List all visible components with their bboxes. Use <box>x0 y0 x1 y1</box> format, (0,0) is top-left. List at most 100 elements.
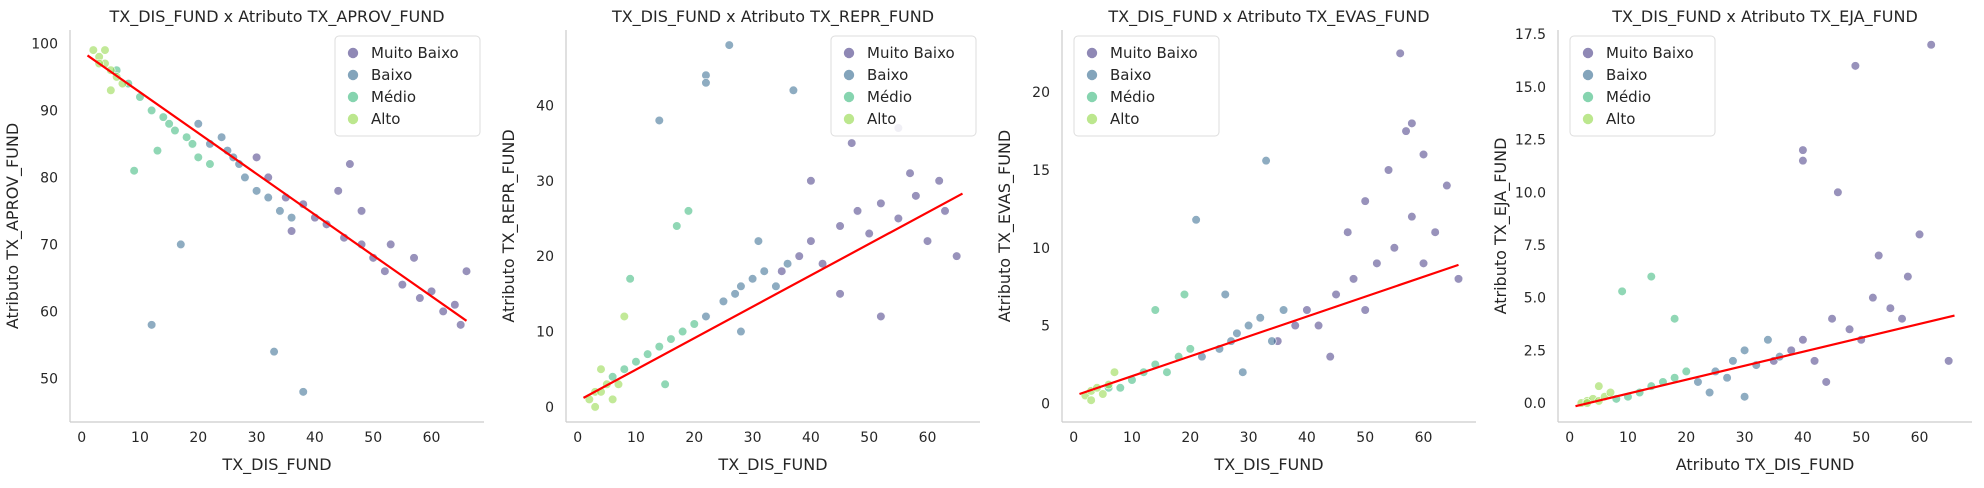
scatter-point <box>1278 305 1289 315</box>
scatter-point <box>654 342 664 352</box>
legend-marker <box>1582 47 1594 59</box>
scatter-point <box>269 347 279 357</box>
scatter-point <box>701 311 711 322</box>
scatter-point <box>1430 227 1440 237</box>
scatter-point <box>217 132 227 142</box>
scatter-point <box>864 228 874 239</box>
legend-marker <box>347 47 359 59</box>
scatter-point <box>1739 345 1750 355</box>
regression-line <box>582 192 964 399</box>
x-tick-label: 40 <box>1794 430 1812 446</box>
scatter-point <box>1763 335 1773 345</box>
scatter-point <box>666 334 676 344</box>
scatter-point <box>596 364 606 374</box>
x-tick-label: 50 <box>860 430 878 446</box>
legend-label: Alto <box>371 110 401 128</box>
y-tick-label: 0 <box>1041 396 1050 412</box>
y-tick-label: 0 <box>545 400 554 416</box>
scatter-point <box>1874 250 1884 261</box>
scatter-point <box>753 236 764 246</box>
regression-line <box>86 54 468 322</box>
scatter-point <box>1360 196 1370 206</box>
y-tick-label: 20 <box>536 249 554 265</box>
x-tick-label: 40 <box>802 430 820 446</box>
x-tick-label: 10 <box>627 430 645 446</box>
x-tick-label: 20 <box>685 430 703 446</box>
scatter-point <box>286 226 297 236</box>
scatter-point <box>672 221 682 231</box>
scatter-point <box>1086 395 1096 405</box>
scatter-point <box>1605 387 1616 398</box>
y-tick-label: 5 <box>1041 319 1050 335</box>
scatter-point <box>835 221 845 231</box>
scatter-point <box>333 186 343 196</box>
legend-box <box>830 35 977 137</box>
x-tick-label: 30 <box>248 430 266 446</box>
scatter-point <box>1325 352 1335 362</box>
scatter-point <box>922 236 933 246</box>
scatter-point <box>1798 145 1808 155</box>
scatter-point <box>1418 149 1429 160</box>
chart-title: TX_DIS_FUND x Atributo TX_APROV_FUND <box>108 7 444 27</box>
scatter-point <box>438 306 448 317</box>
y-tick-label: 70 <box>40 237 58 253</box>
x-tick-label: 10 <box>131 430 149 446</box>
scatter-point <box>158 112 168 122</box>
legend-box <box>1073 35 1220 137</box>
scatter-point <box>701 78 711 88</box>
scatter-point <box>1343 227 1353 237</box>
scatter-point <box>1594 381 1604 391</box>
scatter-point <box>1383 165 1394 175</box>
y-tick-label: 0.0 <box>1524 396 1546 412</box>
scatter-point <box>643 349 653 359</box>
scatter-point <box>1705 387 1715 398</box>
scatter-point <box>660 379 670 389</box>
x-tick-label: 60 <box>423 430 441 446</box>
scatter-point <box>905 168 915 178</box>
y-tick-label: 40 <box>536 98 554 114</box>
legend: Muito Baixo Baixo Médio Alto <box>334 35 481 137</box>
legend: Muito Baixo Baixo Médio Alto <box>830 35 977 137</box>
scatter-point <box>893 213 903 224</box>
chart-title: TX_DIS_FUND x Atributo TX_EJA_FUND <box>1611 7 1918 27</box>
scatter-point <box>689 319 699 329</box>
scatter-point <box>187 139 198 149</box>
scatter-point <box>1238 367 1248 377</box>
x-tick-label: 0 <box>1069 430 1078 446</box>
scatter-point <box>147 320 157 330</box>
scatter-point <box>1693 377 1703 387</box>
scatter-point <box>806 176 816 186</box>
scatter-point <box>450 300 460 310</box>
scatter-point <box>251 186 262 196</box>
x-tick-label: 0 <box>1565 430 1574 446</box>
scatter-point <box>911 191 921 201</box>
legend-marker <box>347 91 359 103</box>
x-axis-label: TX_DIS_FUND <box>221 455 331 475</box>
scatter-point <box>164 119 174 129</box>
y-tick-label: 12.5 <box>1515 133 1546 149</box>
scatter-point <box>1914 229 1925 240</box>
scatter-point <box>1833 187 1843 197</box>
scatter-point <box>654 115 664 126</box>
scatter-point <box>1850 61 1860 71</box>
legend-marker <box>843 69 855 81</box>
y-tick-label: 10.0 <box>1515 185 1546 201</box>
scatter-point <box>1821 377 1831 387</box>
scatter-point <box>736 281 746 291</box>
scatter-point <box>1798 335 1808 345</box>
x-tick-label: 60 <box>919 430 937 446</box>
x-tick-label: 0 <box>77 430 86 446</box>
scatter-point <box>782 259 793 269</box>
scatter-point <box>1617 286 1627 296</box>
scatter-point <box>1739 392 1750 402</box>
x-tick-label: 40 <box>1298 430 1316 446</box>
y-tick-label: 2.5 <box>1524 343 1546 359</box>
x-tick-label: 50 <box>364 430 382 446</box>
y-tick-label: 30 <box>536 174 554 190</box>
legend-label: Muito Baixo <box>371 44 459 62</box>
scatter-point <box>1395 48 1405 58</box>
scatter-point <box>88 45 98 55</box>
x-tick-label: 20 <box>189 430 207 446</box>
legend: Muito Baixo Baixo Médio Alto <box>1569 35 1716 137</box>
